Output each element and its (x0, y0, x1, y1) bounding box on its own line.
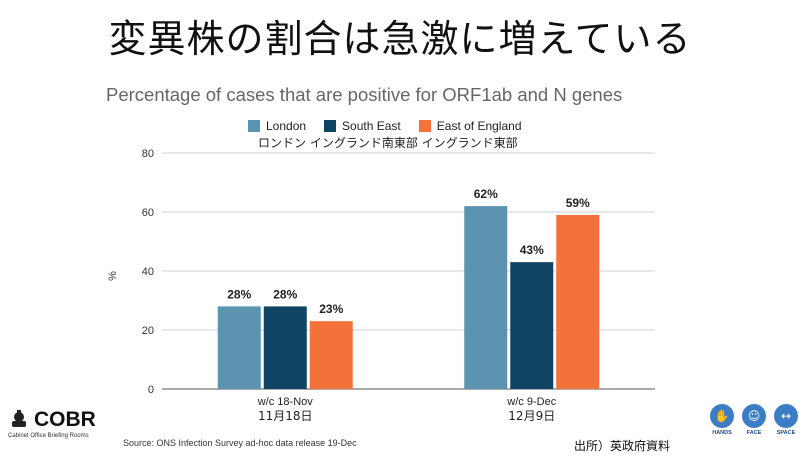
legend-swatch-south-east (324, 120, 337, 132)
cobr-logo: COBR (8, 408, 96, 432)
bar (217, 306, 261, 389)
bar (464, 206, 508, 389)
legend-item-south-east: South East (324, 119, 401, 133)
legend-swatch-london (248, 120, 260, 132)
y-tick-label: 60 (142, 207, 154, 219)
x-tick-label: w/c 18-Nov (257, 396, 314, 408)
data-label: 62% (474, 187, 498, 201)
legend-item-london: London (248, 119, 306, 133)
hands-icon: ✋ (710, 404, 734, 428)
bar (556, 214, 600, 389)
legend-label-south-east: South East (342, 119, 401, 133)
legend-label-east-of-england: East of England (436, 119, 522, 133)
data-label: 43% (520, 243, 544, 257)
chart-legend: London South East East of England (248, 119, 522, 133)
space-icon: ↔ (774, 404, 798, 428)
data-label: 23% (319, 302, 343, 316)
data-label: 59% (566, 196, 590, 210)
cobr-subtitle: Cabinet Office Briefing Rooms (8, 433, 89, 439)
hands-label: HANDS (712, 430, 732, 436)
legend-japanese-labels: ロンドン イングランド南東部 イングランド東部 (258, 136, 518, 150)
space-badge: ↔ SPACE (772, 404, 800, 436)
data-label: 28% (227, 287, 251, 301)
face-badge: ☺ FACE (740, 404, 768, 436)
x-tick-label: w/c 9-Dec (506, 396, 556, 408)
face-label: FACE (746, 430, 762, 436)
y-axis-label: % (107, 271, 119, 281)
y-tick-label: 40 (142, 266, 154, 278)
legend-item-east-of-england: East of England (418, 119, 522, 133)
bar (263, 306, 307, 389)
hands-face-space-logo: ✋ HANDS ☺ FACE ↔ SPACE (708, 404, 800, 436)
legend-swatch-east-of-england (418, 120, 431, 132)
y-tick-label: 0 (148, 384, 154, 396)
source-note: Source: ONS Infection Survey ad-hoc data… (123, 438, 357, 448)
bar (309, 321, 353, 389)
legend-label-london: London (266, 119, 307, 133)
space-label: SPACE (776, 430, 796, 436)
chart-title: Percentage of cases that are positive fo… (106, 84, 623, 105)
face-icon: ☺ (742, 404, 766, 428)
data-label: 28% (273, 287, 297, 301)
slide-title: 変異株の割合は急激に増えている (108, 17, 692, 61)
x-category-jp-2: 12月9日 (508, 409, 556, 423)
hands-badge: ✋ HANDS (708, 404, 736, 436)
source-credit: 出所）英政府資料 (574, 439, 671, 453)
y-tick-label: 20 (142, 325, 154, 337)
y-tick-label: 80 (142, 148, 154, 160)
x-category-jp-1: 11月18日 (257, 409, 313, 423)
bar (510, 262, 554, 389)
cobr-logo-text: COBR (34, 408, 96, 431)
crest-icon (12, 410, 26, 427)
